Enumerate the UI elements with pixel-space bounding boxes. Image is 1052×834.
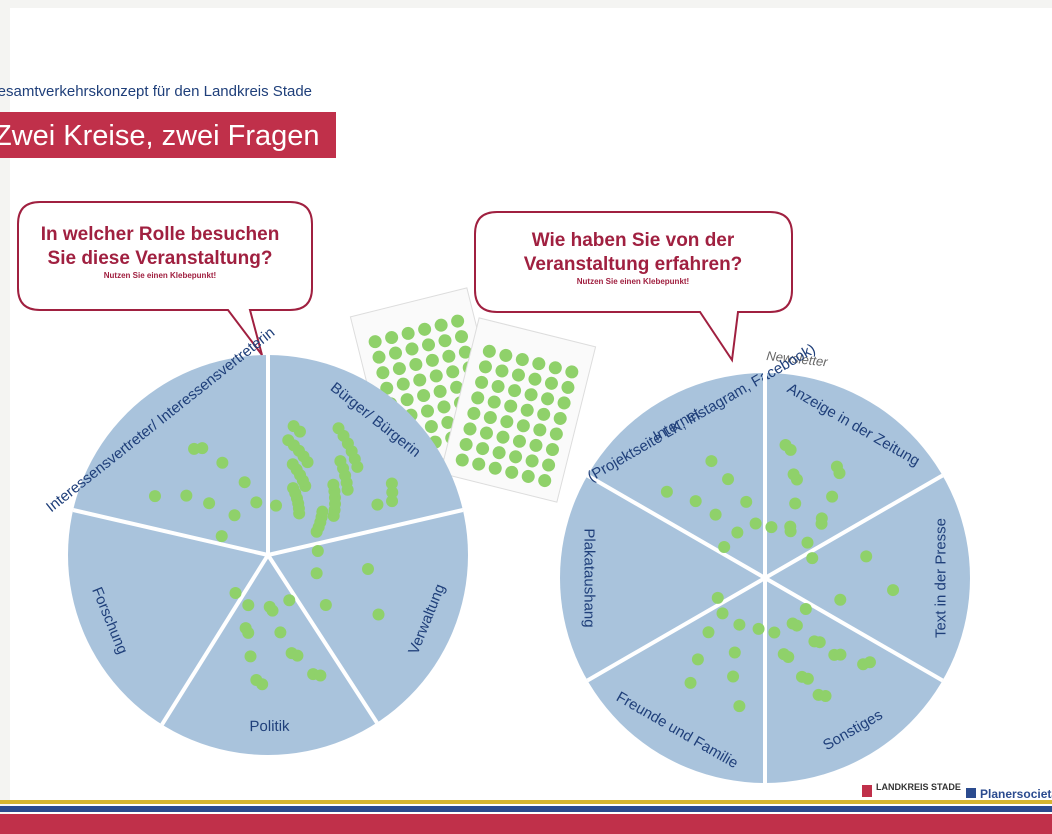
vote-dot xyxy=(780,439,792,451)
vote-dot xyxy=(239,476,251,488)
title: Zwei Kreise, zwei Fragen xyxy=(0,120,320,152)
stripe xyxy=(0,806,1052,812)
logo-icon xyxy=(862,785,872,797)
vote-dot xyxy=(288,420,300,432)
vote-dot xyxy=(750,518,762,530)
vote-dot xyxy=(334,455,346,467)
vote-dot xyxy=(820,690,832,702)
vote-dot xyxy=(826,491,838,503)
vote-dot xyxy=(816,512,828,524)
vote-dot xyxy=(216,457,228,469)
logo: LANDKREIS STADE xyxy=(876,782,961,792)
vote-dot xyxy=(386,477,398,489)
vote-dot xyxy=(282,434,294,446)
vote-dot xyxy=(717,607,729,619)
vote-dot xyxy=(188,443,200,455)
vote-dot xyxy=(765,521,777,533)
vote-dot xyxy=(216,530,228,542)
vote-dot xyxy=(710,509,722,521)
vote-dot xyxy=(834,594,846,606)
vote-dot xyxy=(806,552,818,564)
question: Wie haben Sie von der xyxy=(532,230,735,251)
vote-dot xyxy=(314,669,326,681)
vote-dot xyxy=(727,670,739,682)
vote-dot xyxy=(287,482,299,494)
question: In welcher Rolle besuchen xyxy=(41,224,280,245)
vote-dot xyxy=(831,461,843,473)
question: Sie diese Veranstaltung? xyxy=(48,248,273,269)
vote-dot xyxy=(864,656,876,668)
vote-dot xyxy=(287,458,299,470)
vote-dot xyxy=(791,620,803,632)
vote-dot xyxy=(230,587,242,599)
logo: Planersocietät xyxy=(980,787,1052,801)
segment-label: Politik xyxy=(249,718,290,735)
vote-dot xyxy=(733,700,745,712)
vote-dot xyxy=(740,496,752,508)
vote-dot xyxy=(371,499,383,511)
vote-dot xyxy=(685,677,697,689)
vote-dot xyxy=(362,563,374,575)
vote-dot xyxy=(802,673,814,685)
vote-dot xyxy=(149,490,161,502)
stripe xyxy=(0,800,1052,804)
vote-dot xyxy=(788,468,800,480)
vote-dot xyxy=(733,619,745,631)
vote-dot xyxy=(373,608,385,620)
vote-dot xyxy=(267,605,279,617)
vote-dot xyxy=(705,455,717,467)
vote-dot xyxy=(242,627,254,639)
vote-dot xyxy=(729,646,741,658)
vote-dot xyxy=(834,649,846,661)
vote-dot xyxy=(291,650,303,662)
vote-dot xyxy=(320,599,332,611)
vote-dot xyxy=(887,584,899,596)
vote-dot xyxy=(256,678,268,690)
segment-label: Text in der Presse xyxy=(932,518,949,638)
vote-dot xyxy=(814,636,826,648)
vote-dot xyxy=(702,626,714,638)
vote-dot xyxy=(311,567,323,579)
vote-dot xyxy=(860,550,872,562)
vote-dot xyxy=(229,509,241,521)
vote-dot xyxy=(250,496,262,508)
vote-dot xyxy=(692,653,704,665)
vote-dot xyxy=(784,521,796,533)
vote-dot xyxy=(270,500,282,512)
vote-dot xyxy=(690,495,702,507)
vote-dot xyxy=(203,497,215,509)
vote-dot xyxy=(731,526,743,538)
poster: Gesamtverkehrskonzept für den Landkreis … xyxy=(0,0,1052,834)
vote-dot xyxy=(312,545,324,557)
vote-dot xyxy=(333,422,345,434)
segment-label: Plakataushang xyxy=(581,528,598,627)
vote-dot xyxy=(661,486,673,498)
logo-icon xyxy=(966,788,976,798)
stripe xyxy=(0,814,1052,834)
vote-dot xyxy=(274,626,286,638)
subtitle: Gesamtverkehrskonzept für den Landkreis … xyxy=(0,83,312,100)
vote-dot xyxy=(327,479,339,491)
vote-dot xyxy=(316,506,328,518)
vote-dot xyxy=(180,490,192,502)
vote-dot xyxy=(753,623,765,635)
vote-dot xyxy=(283,594,295,606)
hint: Nutzen Sie einen Klebepunkt! xyxy=(577,277,689,286)
vote-dot xyxy=(768,626,780,638)
vote-dot xyxy=(718,541,730,553)
vote-dot xyxy=(722,473,734,485)
vote-dot xyxy=(801,537,813,549)
vote-dot xyxy=(712,592,724,604)
vote-dot xyxy=(242,599,254,611)
vote-dot xyxy=(782,651,794,663)
hint: Nutzen Sie einen Klebepunkt! xyxy=(104,271,216,280)
vote-dot xyxy=(245,650,257,662)
vote-dot xyxy=(789,498,801,510)
vote-dot xyxy=(800,603,812,615)
question: Veranstaltung erfahren? xyxy=(524,254,743,275)
